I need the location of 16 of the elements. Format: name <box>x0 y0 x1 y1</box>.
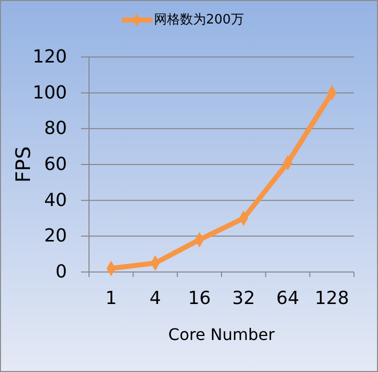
x-tick-label: 1 <box>105 288 117 309</box>
x-tick-label: 32 <box>232 288 256 309</box>
y-tick-label: 40 <box>44 190 67 211</box>
x-tick-label: 64 <box>276 288 300 309</box>
y-tick-label: 60 <box>44 154 67 175</box>
y-tick-label: 80 <box>44 118 67 140</box>
x-axis-title: Core Number <box>168 325 276 344</box>
y-tick-label: 20 <box>44 226 67 247</box>
y-tick-label: 100 <box>32 82 67 104</box>
x-tick-label: 16 <box>188 288 211 309</box>
x-tick-label: 128 <box>314 288 350 309</box>
y-axis-title: FPS <box>11 146 35 183</box>
legend-label: 网格数为200万 <box>154 12 244 28</box>
x-tick-label: 4 <box>150 288 161 309</box>
y-tick-label: 0 <box>56 262 67 282</box>
y-tick-label: 120 <box>32 46 67 68</box>
